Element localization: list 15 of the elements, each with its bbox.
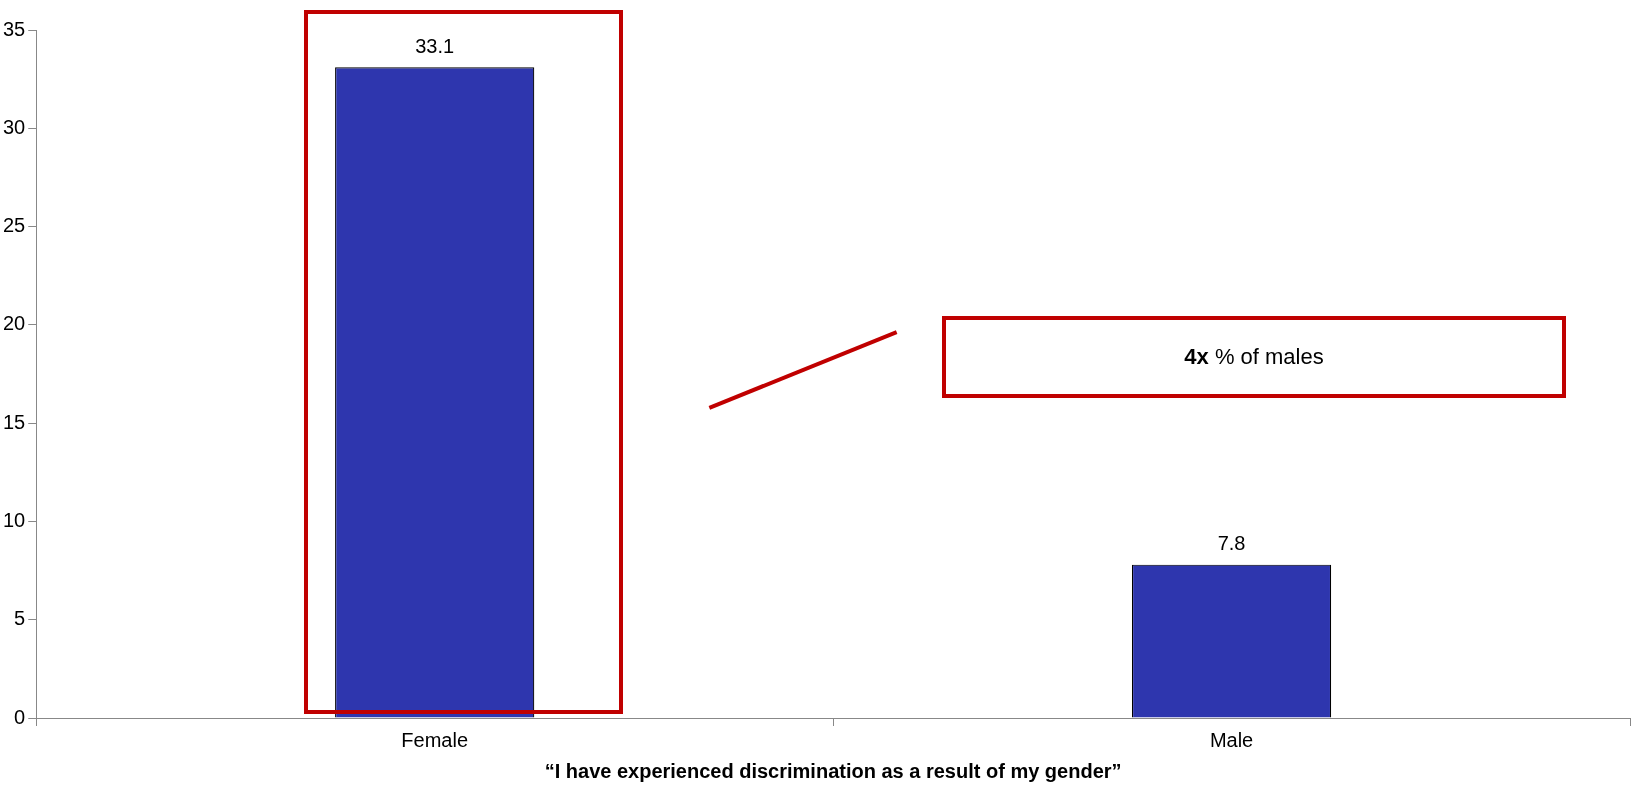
x-axis-title: “I have experienced discrimination as a result of my gender”	[544, 759, 1122, 782]
y-tick-label: 35	[3, 17, 26, 40]
callout-box: 4x % of males	[942, 316, 1566, 398]
y-tick-label: 5	[14, 607, 26, 630]
y-tick-label: 10	[3, 508, 26, 531]
data-label: 7.8	[1217, 532, 1246, 555]
x-tick-label: Male	[1209, 728, 1254, 751]
y-tick-label: 25	[3, 214, 26, 237]
y-tick-label: 15	[3, 410, 26, 433]
y-tick-label: 0	[14, 705, 26, 728]
y-tick-label: 20	[3, 312, 26, 335]
x-tick-label: Female	[401, 728, 469, 751]
y-tick-label: 30	[3, 115, 26, 138]
data-label: 33.1	[415, 34, 455, 57]
annotation: 4x % of males	[1184, 344, 1324, 370]
